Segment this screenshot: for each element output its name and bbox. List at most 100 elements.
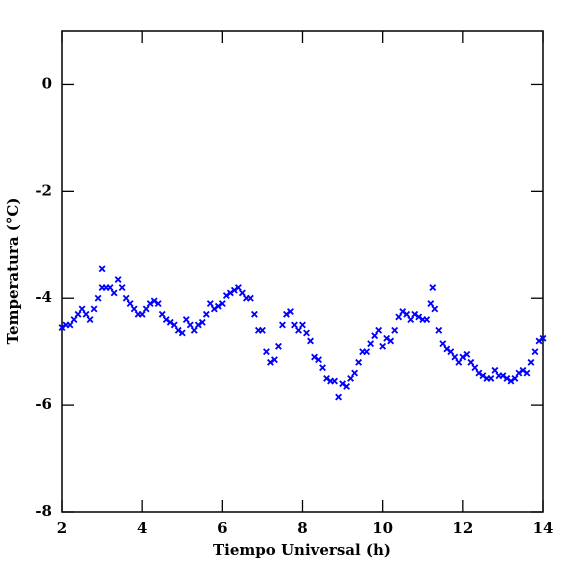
x-tick-label: 12 <box>452 519 473 537</box>
data-point <box>86 316 94 324</box>
data-point <box>142 305 150 313</box>
data-point <box>479 372 487 380</box>
data-point <box>523 369 531 377</box>
data-point <box>226 289 234 297</box>
data-point <box>126 300 134 308</box>
data-point <box>355 358 363 366</box>
data-point <box>435 326 443 334</box>
data-point <box>295 326 302 334</box>
data-point <box>58 324 66 332</box>
data-point <box>74 310 82 318</box>
data-point <box>315 356 322 364</box>
data-point <box>154 300 162 308</box>
data-point <box>210 305 218 313</box>
data-point <box>515 369 523 377</box>
data-point <box>222 292 230 299</box>
data-point <box>146 300 154 308</box>
data-point <box>238 289 246 297</box>
data-point <box>206 300 214 308</box>
data-point <box>331 377 339 385</box>
data-point <box>371 332 379 340</box>
y-tick-label: -8 <box>35 502 52 520</box>
data-point <box>303 329 310 337</box>
data-point <box>110 289 118 297</box>
data-point <box>351 369 359 377</box>
data-point <box>451 353 459 361</box>
data-point <box>118 284 126 291</box>
x-tick-label: 14 <box>533 519 554 537</box>
data-point <box>335 393 343 401</box>
data-point <box>423 316 431 324</box>
data-point <box>194 321 202 329</box>
x-tick-label: 2 <box>57 519 67 537</box>
data-point <box>339 380 347 388</box>
data-point <box>291 321 298 329</box>
data-point <box>271 356 278 364</box>
data-point <box>130 305 138 313</box>
y-tick-label: -4 <box>35 288 52 306</box>
data-point <box>379 342 387 350</box>
data-point <box>299 321 306 329</box>
data-point <box>158 310 166 318</box>
data-point <box>190 326 198 334</box>
data-point <box>202 310 210 318</box>
data-point <box>138 310 146 318</box>
data-point <box>98 265 106 273</box>
data-point <box>114 276 122 283</box>
data-point <box>367 340 375 348</box>
data-point <box>70 316 78 324</box>
data-point <box>403 310 411 318</box>
data-point <box>463 350 471 358</box>
y-tick-label: -2 <box>35 181 52 199</box>
x-tick-label: 6 <box>217 519 227 537</box>
data-point <box>503 374 511 382</box>
data-point <box>431 305 439 313</box>
data-point <box>399 308 407 316</box>
data-point <box>94 294 102 302</box>
data-point <box>234 284 242 291</box>
data-point <box>275 342 282 350</box>
data-point <box>66 321 74 329</box>
data-point <box>531 348 539 356</box>
data-point <box>387 337 395 345</box>
data-point <box>347 374 355 382</box>
data-point <box>186 321 194 329</box>
data-point <box>258 326 266 334</box>
data-point <box>250 310 258 318</box>
data-point <box>519 366 527 374</box>
data-point <box>174 326 182 334</box>
x-tick-label: 10 <box>372 519 393 537</box>
data-point <box>106 284 114 291</box>
data-point <box>246 294 254 302</box>
data-point <box>439 340 447 348</box>
data-point <box>375 326 383 334</box>
data-point <box>214 302 222 310</box>
x-tick-label: 4 <box>137 519 147 537</box>
data-point <box>443 345 451 353</box>
data-point <box>459 353 467 361</box>
data-point <box>307 337 314 345</box>
data-point <box>170 321 178 329</box>
data-point <box>266 358 274 366</box>
data-point <box>383 334 391 342</box>
data-point <box>467 358 475 366</box>
data-point <box>535 337 543 345</box>
x-tick-label: 8 <box>297 519 307 537</box>
data-point <box>287 308 294 316</box>
data-point <box>407 316 415 324</box>
data-point <box>415 313 423 321</box>
data-point <box>230 286 238 294</box>
y-axis-label: Temperatura (°C) <box>4 198 22 345</box>
data-point <box>90 305 98 313</box>
data-point <box>429 284 437 291</box>
data-point <box>178 329 186 337</box>
data-point <box>447 348 455 356</box>
data-point <box>279 321 286 329</box>
data-point <box>507 377 515 385</box>
data-point <box>499 372 507 380</box>
data-point <box>150 297 158 305</box>
data-point <box>539 334 547 342</box>
data-point <box>487 374 495 382</box>
data-point <box>427 300 435 308</box>
x-axis-label: Tiempo Universal (h) <box>213 541 391 559</box>
